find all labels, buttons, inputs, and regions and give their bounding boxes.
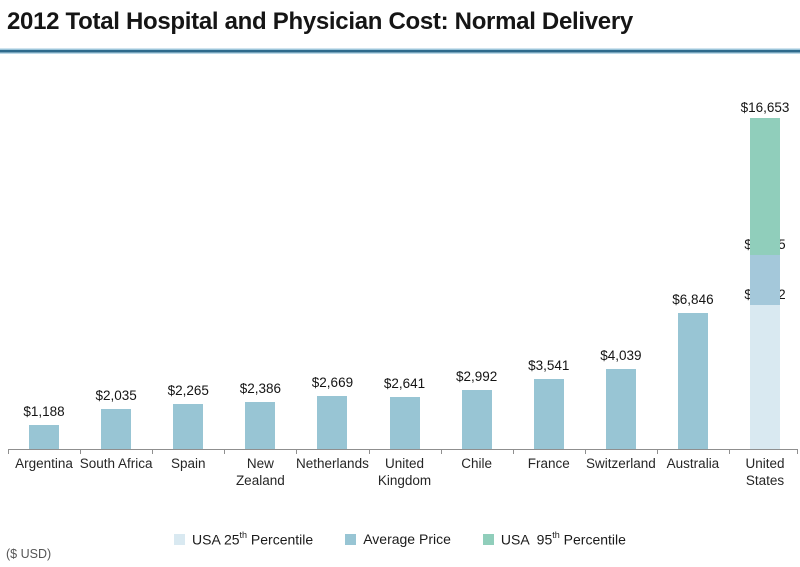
x-axis-line	[8, 449, 798, 450]
category-label-line: States	[745, 473, 785, 488]
value-label: $3,541	[528, 357, 570, 373]
bar-segment-avg	[533, 378, 564, 449]
legend: USA 25th Percentile Average Price USA 95th…	[0, 530, 800, 548]
legend-item: USA 25th Percentile	[174, 530, 314, 548]
axis-tick	[80, 449, 82, 454]
bar-segment-p95	[750, 118, 781, 255]
value-label: $4,039	[600, 347, 642, 363]
axis-tick	[224, 449, 226, 454]
bar-segment-avg	[605, 368, 636, 449]
legend-item: USA 95th Percentile	[482, 530, 626, 548]
bar-segment-avg	[173, 403, 204, 449]
category-label-line: Netherlands	[296, 456, 369, 471]
axis-tick	[152, 449, 154, 454]
axis-tick	[512, 449, 514, 454]
value-label: $2,641	[383, 375, 426, 391]
bar-segment-avg	[317, 395, 348, 449]
category-label-line: United	[385, 456, 425, 471]
category-label: Australia	[643, 455, 743, 472]
category-label-line: Australia	[666, 456, 720, 471]
axis-tick	[8, 449, 9, 454]
value-label: $16,653	[740, 100, 790, 115]
bar-segment-avg_us	[750, 254, 781, 305]
bar-segment-avg	[101, 408, 132, 449]
legend-swatch-p25	[174, 533, 186, 545]
category-label-line: Kingdom	[377, 473, 432, 488]
category-label: Switzerland	[571, 455, 671, 472]
bar-segment-avg	[29, 425, 60, 449]
currency-footnote: ($ USD)	[6, 547, 52, 561]
bar-segment-avg	[389, 396, 420, 449]
category-label-line: South Africa	[79, 456, 153, 471]
category-label: South Africa	[66, 455, 166, 472]
category-label: Argentina	[0, 455, 94, 472]
legend-label: USA 95th Percentile	[500, 530, 626, 548]
legend-label: Average Price	[363, 531, 451, 548]
ordinal-suffix: th	[239, 530, 248, 540]
category-label: Spain	[138, 455, 238, 472]
category-label: Netherlands	[282, 455, 382, 472]
value-label: $2,669	[311, 374, 354, 390]
value-label: $6,846	[672, 291, 714, 307]
legend-label: USA 25th Percentile	[192, 530, 314, 548]
bar-segment-p25	[750, 304, 781, 449]
value-label: $2,265	[167, 382, 209, 398]
axis-tick	[797, 449, 798, 454]
legend-swatch-p95	[482, 533, 494, 545]
bar-segment-avg	[245, 401, 276, 449]
axis-tick	[729, 449, 730, 454]
axis-tick	[296, 449, 298, 454]
category-label-line: Zealand	[235, 473, 285, 488]
axis-tick	[440, 449, 442, 454]
category-label-line: Spain	[170, 456, 206, 471]
category-label: United Kingdom	[355, 455, 455, 489]
value-label: $2,386	[239, 380, 281, 396]
legend-swatch-avg	[345, 533, 357, 545]
category-label: United States	[715, 455, 800, 489]
axis-tick	[584, 449, 586, 454]
category-label-line: Switzerland	[585, 456, 656, 471]
chart-title: 2012 Total Hospital and Physician Cost: …	[7, 8, 633, 35]
value-label: $2,992	[455, 368, 498, 384]
category-label-line: United	[745, 456, 785, 471]
category-label: France	[499, 455, 599, 472]
axis-tick	[368, 449, 370, 454]
category-label: New Zealand	[210, 455, 310, 489]
value-label: $1,188	[23, 404, 65, 420]
bar-segment-avg	[677, 312, 708, 449]
category-label-line: Chile	[461, 456, 493, 471]
value-label: $2,035	[95, 387, 137, 403]
category-label-line: Argentina	[15, 456, 73, 471]
legend-item: Average Price	[345, 531, 451, 547]
category-label-line: France	[527, 456, 570, 471]
category-label: Chile	[427, 455, 527, 472]
bar-segment-avg	[461, 389, 492, 449]
title-divider-line	[0, 48, 800, 54]
axis-tick	[656, 449, 658, 454]
ordinal-suffix: th	[552, 530, 560, 540]
category-label-line: New	[246, 456, 274, 471]
